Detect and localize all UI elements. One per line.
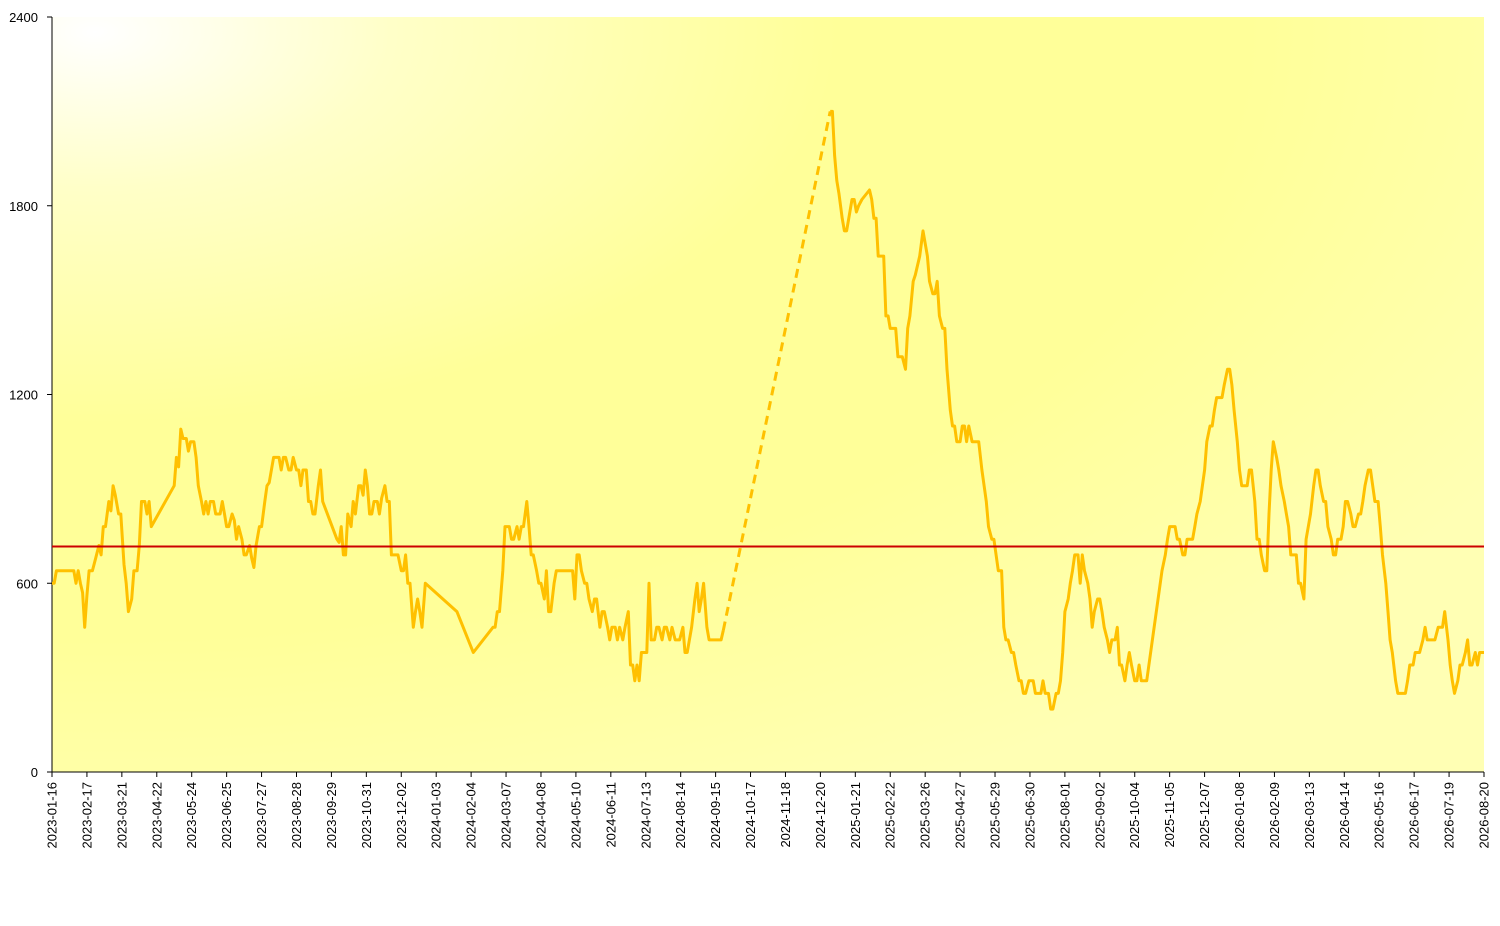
x-tick-label: 2023-07-27 (254, 782, 269, 849)
x-tick-label: 2023-12-02 (394, 782, 409, 849)
y-tick-label: 0 (31, 765, 38, 780)
x-tick-label: 2024-10-17 (743, 782, 758, 849)
x-tick-label: 2024-01-03 (429, 782, 444, 849)
x-tick-label: 2026-07-19 (1442, 782, 1457, 849)
x-tick-label: 2025-03-26 (918, 782, 933, 849)
x-tick-label: 2024-03-07 (499, 782, 514, 849)
x-tick-label: 2026-05-16 (1372, 782, 1387, 849)
x-tick-label: 2023-04-22 (149, 782, 164, 849)
x-tick-label: 2023-01-16 (45, 782, 60, 849)
x-tick-label: 2026-01-08 (1232, 782, 1247, 849)
x-tick-label: 2025-06-30 (1022, 782, 1037, 849)
x-tick-label: 2024-11-18 (778, 782, 793, 848)
x-tick-label: 2026-04-14 (1337, 782, 1352, 849)
x-axis-ticks: 2023-01-16 2023-02-17 2023-03-21 2023-04-22… (45, 772, 1492, 849)
x-tick-label: 2025-08-01 (1057, 782, 1072, 849)
x-tick-label: 2023-03-21 (114, 782, 129, 849)
x-tick-label: 2024-08-14 (673, 782, 688, 849)
x-tick-label: 2024-05-10 (568, 782, 583, 849)
series-line-segment (830, 109, 1484, 711)
y-tick-label: 600 (16, 576, 38, 591)
x-tick-label: 2024-09-15 (708, 782, 723, 849)
series-line-dashed-segment (721, 111, 832, 631)
x-tick-label: 2024-04-08 (533, 782, 548, 849)
x-tick-label: 2025-05-29 (988, 782, 1003, 849)
x-tick-label: 2026-08-20 (1477, 782, 1492, 849)
x-tick-label: 2023-05-24 (184, 782, 199, 849)
x-tick-label: 2024-06-11 (603, 782, 618, 848)
x-tick-label: 2023-02-17 (79, 782, 94, 849)
x-tick-label: 2025-04-27 (953, 782, 968, 849)
x-tick-label: 2023-08-28 (289, 782, 304, 849)
x-tick-label: 2025-10-04 (1127, 782, 1142, 849)
x-tick-label: 2025-02-22 (883, 782, 898, 849)
x-tick-label: 2026-03-13 (1302, 782, 1317, 849)
x-tick-label: 2025-12-07 (1197, 782, 1212, 849)
y-axis-ticks: 0 600 1200 1800 2400 (9, 10, 52, 780)
x-tick-label: 2023-09-29 (324, 782, 339, 849)
x-tick-label: 2026-06-17 (1407, 782, 1422, 849)
y-tick-label: 2400 (9, 10, 38, 25)
series-line-segment (52, 427, 725, 683)
x-tick-label: 2026-02-09 (1267, 782, 1282, 849)
x-tick-label: 2023-06-25 (219, 782, 234, 849)
x-tick-label: 2025-11-05 (1162, 782, 1177, 848)
plot-area-background (52, 17, 1484, 772)
y-tick-label: 1800 (9, 199, 38, 214)
x-tick-label: 2024-07-13 (638, 782, 653, 849)
x-tick-label: 2024-12-20 (813, 782, 828, 849)
series-layer (52, 109, 1484, 711)
x-tick-label: 2024-02-04 (464, 782, 479, 849)
x-tick-label: 2025-09-02 (1092, 782, 1107, 849)
y-tick-label: 1200 (9, 388, 38, 403)
x-tick-label: 2025-01-21 (848, 782, 863, 849)
x-tick-label: 2023-10-31 (359, 782, 374, 849)
